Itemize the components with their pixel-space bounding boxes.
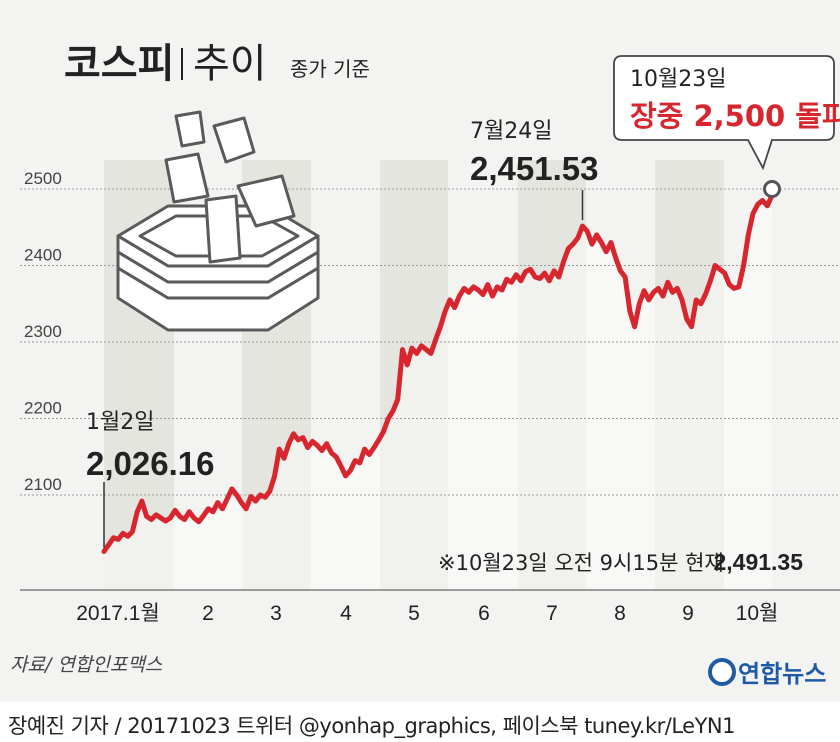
title-main: 코스피 [64,41,174,87]
footer-bar: 장예진 기자 / 20171023 트위터 @yonhap_graphics, … [0,702,840,742]
peak-date-label: 7월24일 [470,119,552,144]
month-band [655,160,724,590]
y-tick-label: 2500 [24,169,62,188]
series-line [101,193,775,554]
start-value-label: 2,026.16 [86,445,214,482]
y-tick-label: 2100 [24,475,62,494]
x-tick-label: 8 [614,602,626,625]
latest-date-label: 10월23일 [630,67,726,92]
x-tick-label: 2017.1월 [76,602,160,625]
x-tick-label: 4 [340,602,352,625]
x-tick-label: 10월 [736,602,779,625]
x-tick-labels: 2017.1월 2 3 4 5 6 7 8 9 10월 [76,602,778,625]
current-note-prefix: ※10월23일 오전 9시15분 현재 [438,551,724,575]
gridlines [20,188,840,591]
x-tick-label: 2 [202,602,214,625]
y-tick-label: 2300 [24,322,62,341]
x-tick-label: 5 [408,602,420,625]
y-tick-label: 2200 [24,399,62,418]
month-band [518,160,586,590]
yonhap-logo-text: 연합뉴스 [738,660,826,688]
title-note: 종가 기준 [290,57,370,81]
latest-headline: 장중 2,500 돌파 [630,99,840,133]
x-tick-label: 6 [478,602,490,625]
x-tick-label: 3 [270,602,282,625]
month-band [380,160,448,590]
title-sub: 추이 [193,41,267,87]
y-tick-label: 2400 [24,246,62,265]
y-tick-labels: 2100 2200 2300 2400 2500 [24,169,62,494]
overflow-box-icon [116,110,320,332]
source-label: 자료/ 연합인포맥스 [10,654,163,676]
current-note-value: 2,491.35 [713,549,803,575]
x-tick-label: 9 [682,602,694,625]
yonhap-logo-icon [708,658,736,686]
last-point-marker [763,180,781,198]
footer-credit: 장예진 기자 / 20171023 트위터 @yonhap_graphics, … [8,714,736,738]
start-date-label: 1월2일 [86,410,154,435]
peak-value-label: 2,451.53 [470,150,598,187]
latest-callout-bubble [613,55,835,171]
yonhap-logo: 연합뉴스 [708,658,826,688]
x-tick-label: 7 [546,602,558,625]
